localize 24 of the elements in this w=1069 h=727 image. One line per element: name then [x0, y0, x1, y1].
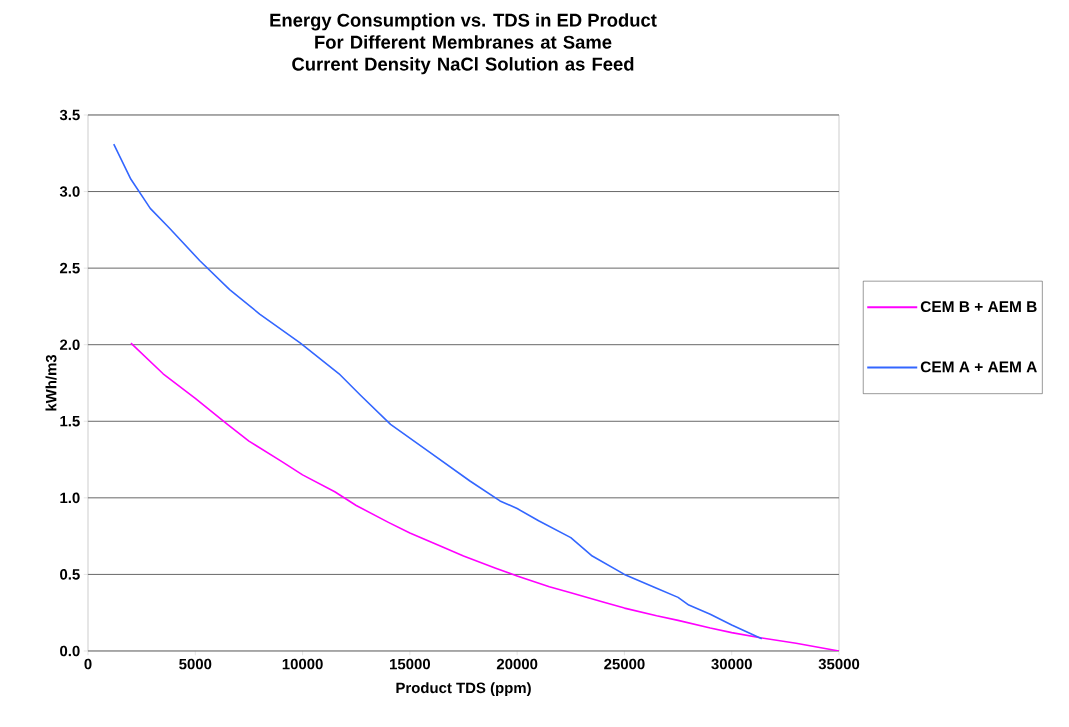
x-tick-label: 0 [84, 658, 92, 670]
chart-subtitle: For Different Membranes at Same Current Density NaCl Solution as Feed [292, 35, 634, 75]
y-tick-label: 2.5 [59, 262, 80, 274]
y-axis-title: kWh/m3 [45, 354, 57, 411]
y-tick-label: 3.5 [59, 109, 80, 121]
x-tick-label: 35000 [818, 658, 860, 670]
line-series [112, 143, 763, 640]
legend-label: CEM A + AEM A [920, 361, 1037, 373]
y-tick-label: 1.0 [60, 492, 80, 504]
x-tick-label: 30000 [711, 658, 752, 670]
x-tick-label: 10000 [282, 658, 323, 670]
x-tick-label: 5000 [179, 658, 212, 670]
y-tick-label: 2.0 [59, 339, 80, 350]
x-tick-label: 20000 [496, 658, 538, 670]
legend-label: CEM B + AEM B [920, 301, 1037, 313]
y-tick-label: 3.0 [59, 186, 80, 197]
x-tick-label: 15000 [390, 658, 431, 670]
y-tick-label: 1.5 [60, 416, 80, 427]
x-axis-title: Product TDS (ppm) [396, 682, 531, 697]
x-tick-label: 25000 [604, 658, 645, 670]
y-tick-label: 0.5 [60, 569, 80, 580]
line-series [130, 342, 840, 651]
y-tick-label: 0.0 [60, 645, 80, 657]
chart-title: Energy Consumption vs. TDS in ED Product [270, 13, 657, 31]
